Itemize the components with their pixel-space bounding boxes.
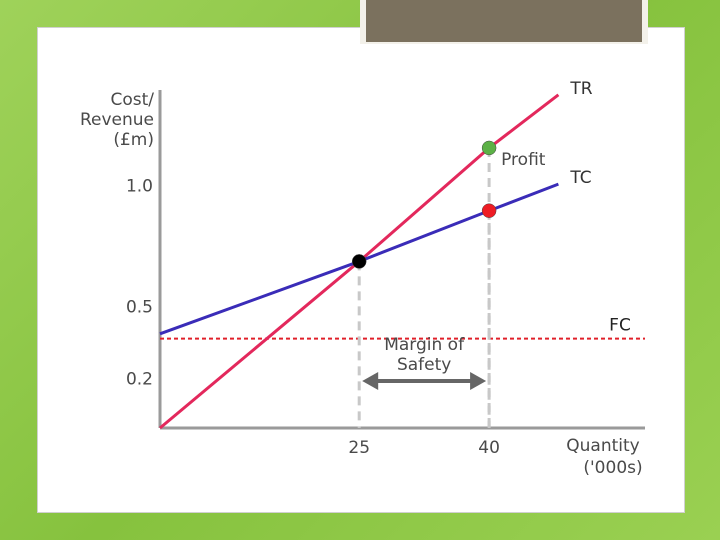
x-tick-label: 25: [348, 438, 370, 458]
profit-label: Profit: [501, 150, 546, 170]
x-axis-label: ('000s): [583, 458, 642, 478]
margin-arrow-head: [470, 372, 487, 390]
margin-label: Margin of: [384, 335, 465, 355]
y-axis-label: Cost/: [110, 90, 154, 110]
margin-arrow-head: [362, 372, 379, 390]
point-marker: [481, 140, 497, 156]
point-marker: [351, 254, 367, 269]
series-line: [159, 93, 560, 430]
y-tick-label: 1.0: [126, 177, 153, 197]
series-line: [159, 182, 559, 336]
y-tick-label: 0.5: [126, 297, 153, 317]
point-marker: [481, 203, 497, 218]
margin-label: Safety: [397, 355, 451, 375]
x-tick-label: 40: [478, 438, 500, 458]
title-tab: [360, 0, 648, 44]
content-card: [37, 27, 685, 513]
y-axis-label: Revenue: [80, 110, 154, 130]
y-axis-label: (£m): [113, 130, 154, 150]
title-tab-fill: [366, 0, 642, 42]
x-axis-label: Quantity: [566, 436, 639, 456]
fixed-cost-label: FC: [609, 316, 631, 336]
series-label: TR: [569, 79, 592, 99]
series-label: TC: [569, 168, 591, 188]
y-tick-label: 0.2: [126, 370, 153, 390]
